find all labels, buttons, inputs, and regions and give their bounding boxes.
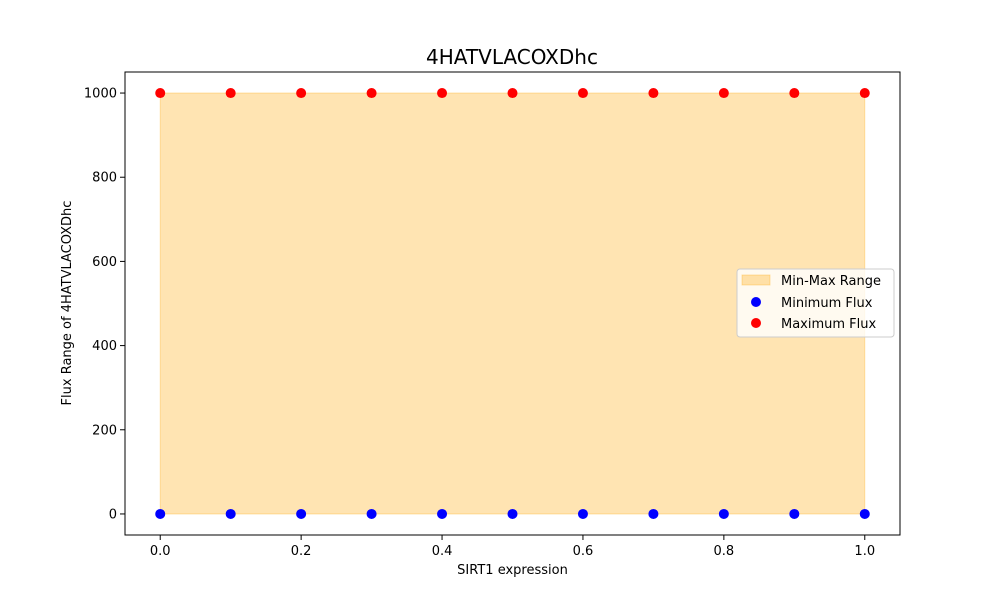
maximum-flux-point-3	[366, 88, 377, 99]
x-tick-label: 0.2	[291, 544, 312, 559]
maximum-flux-point-7	[648, 88, 659, 99]
x-tick-label: 0.0	[150, 544, 171, 559]
maximum-flux-point-9	[789, 88, 800, 99]
minimum-flux-point-5	[507, 508, 518, 519]
legend: Min-Max Range Minimum Flux Maximum Flux	[736, 268, 895, 338]
minimum-flux-point-4	[437, 508, 448, 519]
maximum-flux-point-0	[155, 88, 166, 99]
y-axis: 0 200 400 600 800 1000	[84, 87, 125, 522]
minimum-flux-point-0	[155, 508, 166, 519]
x-tick-label: 1.0	[854, 544, 875, 559]
y-tick-label: 200	[92, 423, 117, 438]
x-axis: 0.0 0.2 0.4 0.6 0.8 1.0	[150, 535, 875, 559]
legend-label-maximum-flux: Maximum Flux	[781, 317, 877, 332]
legend-swatch-min-max-range	[741, 274, 771, 286]
maximum-flux-point-8	[718, 88, 729, 99]
y-tick-label: 1000	[84, 87, 117, 102]
minimum-flux-point-1	[225, 508, 236, 519]
legend-label-minimum-flux: Minimum Flux	[781, 296, 873, 311]
maximum-flux-point-6	[577, 88, 588, 99]
maximum-flux-point-4	[437, 88, 448, 99]
plot-area	[124, 71, 901, 536]
minimum-flux-points	[155, 508, 870, 519]
maximum-flux-points	[155, 88, 870, 99]
legend-box	[736, 268, 895, 338]
x-tick-label: 0.8	[714, 544, 735, 559]
y-tick-label: 0	[109, 507, 117, 522]
y-tick-label: 800	[92, 171, 117, 186]
maximum-flux-point-1	[225, 88, 236, 99]
x-axis-label: SIRT1 expression	[457, 563, 568, 578]
minimum-flux-point-9	[789, 508, 800, 519]
x-tick-label: 0.4	[432, 544, 453, 559]
x-tick-label: 0.6	[573, 544, 594, 559]
legend-label-min-max-range: Min-Max Range	[781, 274, 881, 289]
minimum-flux-point-3	[366, 508, 377, 519]
chart-title: 4HATVLACOXDhc	[426, 45, 598, 69]
minimum-flux-point-7	[648, 508, 659, 519]
maximum-flux-point-10	[859, 88, 870, 99]
legend-marker-maximum-flux	[751, 318, 761, 328]
y-tick-label: 600	[92, 255, 117, 270]
minimum-flux-point-8	[718, 508, 729, 519]
maximum-flux-point-5	[507, 88, 518, 99]
y-tick-label: 400	[92, 339, 117, 354]
legend-marker-minimum-flux	[751, 297, 761, 307]
minimum-flux-point-2	[296, 508, 307, 519]
maximum-flux-point-2	[296, 88, 307, 99]
y-axis-label: Flux Range of 4HATVLACOXDhc	[60, 201, 75, 406]
minimum-flux-point-10	[859, 508, 870, 519]
axes-frame	[124, 71, 901, 536]
minimum-flux-point-6	[577, 508, 588, 519]
